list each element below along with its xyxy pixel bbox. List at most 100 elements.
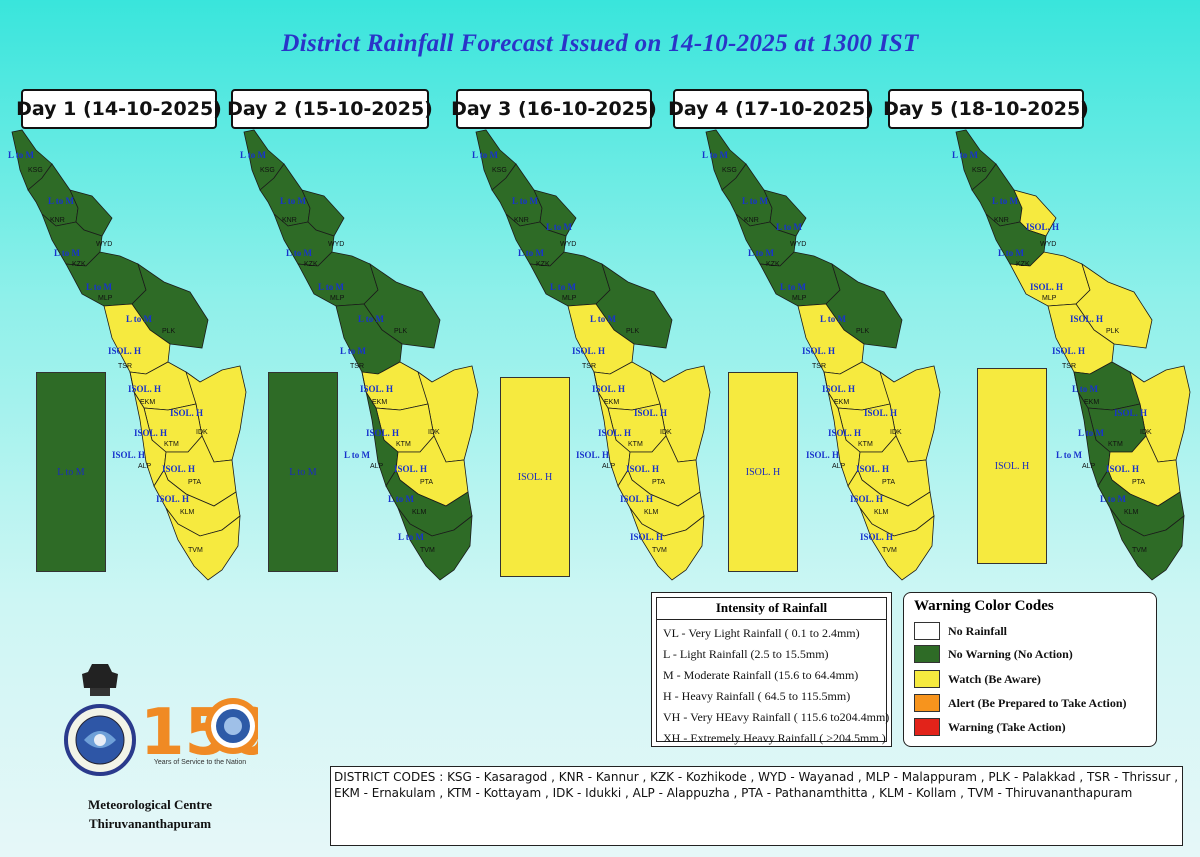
color-swatch	[914, 645, 940, 663]
day-3-summary-box: ISOL. H	[500, 377, 570, 577]
rainfall-intensity-label: L to M	[518, 248, 545, 258]
rainfall-intensity-label: L to M	[1072, 384, 1099, 394]
rainfall-intensity-label: ISOL. H	[626, 464, 659, 474]
rainfall-intensity-label: L to M	[590, 314, 617, 324]
rainfall-intensity-label: L to M	[550, 282, 577, 292]
rainfall-intensity-label: L to M	[318, 282, 345, 292]
district-codes-box: DISTRICT CODES : KSG - Kasaragod , KNR -…	[330, 766, 1183, 846]
rainfall-intensity-label: ISOL. H	[108, 346, 141, 356]
day-5-summary-box: ISOL. H	[977, 368, 1047, 564]
rainfall-intensity-label: L to M	[820, 314, 847, 324]
district-code-label: WYD	[790, 241, 806, 248]
rainfall-intensity-label: ISOL. H	[1070, 314, 1103, 324]
district-code-label: PTA	[188, 479, 201, 486]
150-years-logo: 150	[140, 696, 258, 760]
rainfall-intensity-label: L to M	[748, 248, 775, 258]
district-code-label: KTM	[628, 441, 643, 448]
rainfall-intensity-label: ISOL. H	[156, 494, 189, 504]
rainfall-intensity-label: L to M	[126, 314, 153, 324]
rainfall-intensity-label: ISOL. H	[856, 464, 889, 474]
district-code-label: KTM	[164, 441, 179, 448]
rainfall-intensity-label: ISOL. H	[366, 428, 399, 438]
district-code-label: KLM	[180, 509, 195, 516]
district-code-label: KNR	[994, 217, 1009, 224]
district-code-label: EKM	[1084, 399, 1099, 406]
district-code-label: IDK	[660, 429, 672, 436]
rainfall-intensity-label: ISOL. H	[1052, 346, 1085, 356]
rainfall-intensity-label: ISOL. H	[112, 450, 145, 460]
rainfall-intensity-label: ISOL. H	[170, 408, 203, 418]
district-tvm	[165, 507, 241, 581]
kerala-forecast-maps: KSG L to M KNR L to M WYD KZK L to M MLP L to M P…	[8, 129, 1191, 581]
day-4-summary-box: ISOL. H	[728, 372, 798, 572]
district-code-label: KZK	[72, 261, 86, 268]
district-code-label: PTA	[652, 479, 665, 486]
day-3-label: Day 3 (16-10-2025)	[451, 89, 657, 129]
centre-line-2: Thiruvananthapuram	[88, 816, 212, 831]
district-code-label: KZK	[536, 261, 550, 268]
district-kzk	[273, 213, 335, 267]
district-tvm	[629, 507, 705, 581]
district-kzk	[41, 213, 103, 267]
rainfall-intensity-label: ISOL. H	[620, 494, 653, 504]
day-4-label: Day 4 (17-10-2025)	[668, 89, 874, 129]
district-code-label: WYD	[96, 241, 112, 248]
district-code-label: KSG	[260, 167, 275, 174]
district-code-label: TSR	[582, 363, 596, 370]
district-code-label: TVM	[188, 547, 203, 554]
district-code-label: EKM	[604, 399, 619, 406]
district-code-label: WYD	[1040, 241, 1056, 248]
rainfall-intensity-label: ISOL. H	[576, 450, 609, 460]
warning-legend-item: Watch (Be Aware)	[914, 670, 1041, 688]
day-2-summary-text: L to M	[289, 466, 317, 478]
district-code-label: KLM	[1124, 509, 1139, 516]
day-1-summary-box: L to M	[36, 372, 106, 572]
rainfall-intensity-label: L to M	[1100, 494, 1127, 504]
day-1-map: KSG L to M KNR L to M WYD KZK L to M MLP L to M P…	[8, 129, 247, 581]
rainfall-intensity-label: L to M	[546, 222, 573, 232]
rainfall-intensity-label: ISOL. H	[1106, 464, 1139, 474]
rainfall-intensity-label: ISOL. H	[162, 464, 195, 474]
intensity-legend-title: Intensity of Rainfall	[657, 598, 886, 620]
district-code-label: PTA	[882, 479, 895, 486]
day-1-label: Day 1 (14-10-2025)	[16, 89, 222, 129]
intensity-row: L - Light Rainfall (2.5 to 15.5mm)	[663, 647, 829, 661]
district-code-label: KNR	[282, 217, 297, 224]
district-code-label: KLM	[874, 509, 889, 516]
rainfall-intensity-label: L to M	[8, 150, 35, 160]
rainfall-intensity-label: L to M	[472, 150, 499, 160]
district-code-label: KTM	[1108, 441, 1123, 448]
district-tvm	[859, 507, 935, 581]
intensity-row: VL - Very Light Rainfall ( 0.1 to 2.4mm)	[663, 626, 860, 640]
rainfall-intensity-label: L to M	[280, 196, 307, 206]
rainfall-intensity-label: L to M	[340, 346, 367, 356]
warning-legend-label: No Rainfall	[948, 623, 1008, 638]
rainfall-intensity-label: ISOL. H	[864, 408, 897, 418]
logo-tagline: Years of Service to the Nation	[153, 759, 247, 766]
imd-emblem-icon	[64, 664, 136, 776]
district-code-label: KNR	[50, 217, 65, 224]
issuing-office: Meteorological Centre Thiruvananthapuram	[55, 795, 245, 833]
rainfall-intensity-label: ISOL. H	[572, 346, 605, 356]
district-code-label: KSG	[972, 167, 987, 174]
district-code-label: KTM	[396, 441, 411, 448]
rainfall-intensity-label: L to M	[702, 150, 729, 160]
rainfall-intensity-label: L to M	[240, 150, 267, 160]
rainfall-intensity-label: L to M	[512, 196, 539, 206]
rainfall-intensity-label: ISOL. H	[822, 384, 855, 394]
rainfall-intensity-label: L to M	[998, 248, 1025, 258]
intensity-row: XH - Extremely Heavy Rainfall ( >204.5mm…	[663, 731, 886, 745]
warning-legend-item: Warning (Take Action)	[914, 718, 1066, 736]
rainfall-intensity-label: L to M	[344, 450, 371, 460]
district-code-label: KSG	[28, 167, 43, 174]
warning-legend-item: Alert (Be Prepared to Take Action)	[914, 694, 1127, 712]
day-3-summary-text: ISOL. H	[517, 471, 553, 483]
district-code-label: IDK	[428, 429, 440, 436]
warning-color-legend: Warning Color Codes No Rainfall No Warni…	[903, 592, 1157, 747]
color-swatch	[914, 670, 940, 688]
intensity-row: M - Moderate Rainfall (15.6 to 64.4mm)	[663, 668, 859, 682]
day-2-map: KSG L to M KNR L to M WYD KZK L to M MLP L to M P…	[240, 129, 479, 581]
intensity-row: H - Heavy Rainfall ( 64.5 to 115.5mm)	[663, 689, 851, 703]
district-code-label: WYD	[328, 241, 344, 248]
rainfall-intensity-label: ISOL. H	[1026, 222, 1059, 232]
